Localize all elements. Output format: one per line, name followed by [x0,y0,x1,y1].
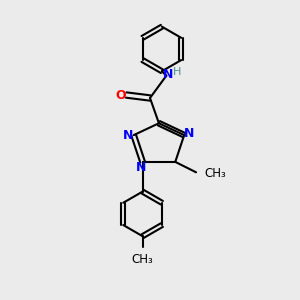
Text: N: N [184,127,195,140]
Text: O: O [115,88,126,101]
Text: H: H [172,67,181,77]
Text: CH₃: CH₃ [204,167,226,180]
Text: CH₃: CH₃ [132,253,153,266]
Text: N: N [136,161,146,174]
Text: N: N [123,129,134,142]
Text: N: N [163,68,173,81]
